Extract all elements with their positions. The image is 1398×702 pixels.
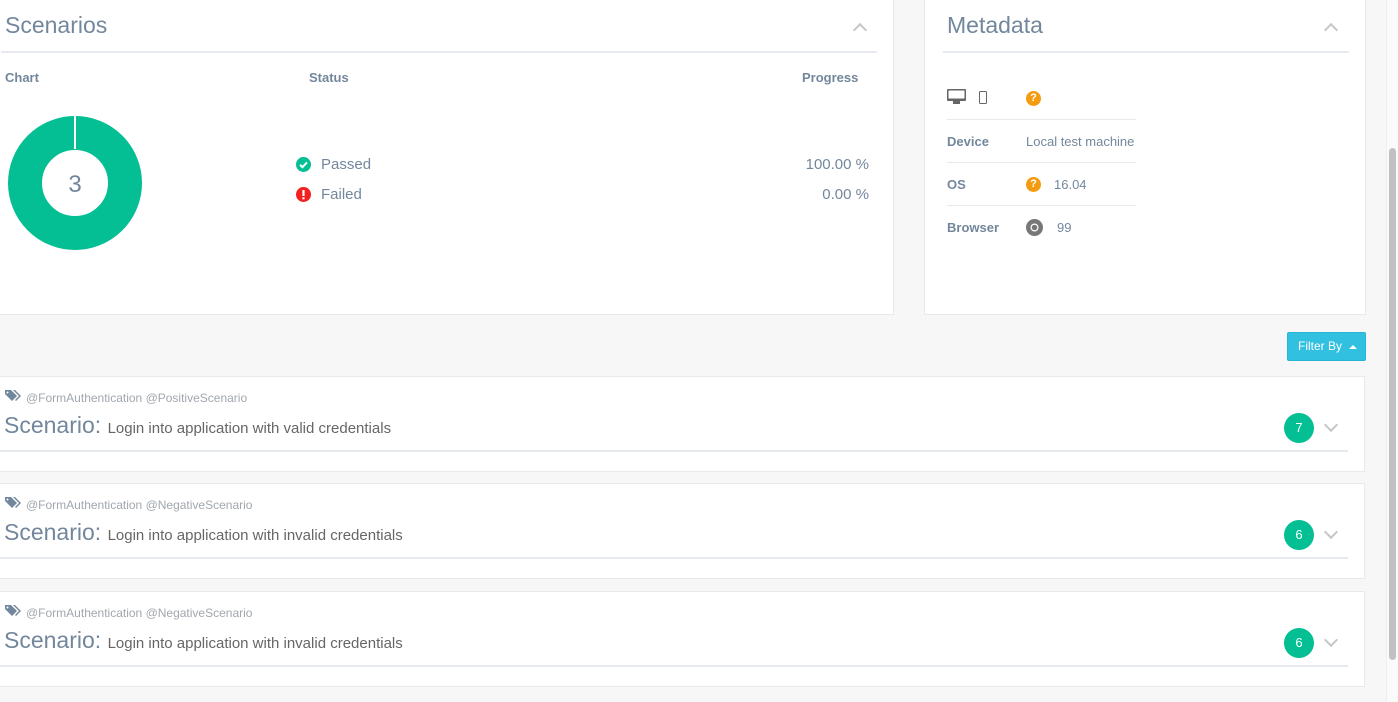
meta-label: Device [947,134,989,149]
scenario-keyword: Scenario: [4,519,102,545]
chrome-icon [1026,219,1043,236]
divider [943,51,1349,53]
question-icon: ? [1026,177,1041,192]
filter-label: Filter By [1298,339,1343,353]
question-icon: ? [1026,91,1041,106]
check-circle-icon [296,157,311,172]
scenario-name: Login into application with invalid cred… [107,527,403,544]
step-count-badge: 7 [1284,413,1314,443]
panel-title: Scenarios [5,12,108,38]
meta-value: Local test machine [1026,134,1135,149]
meta-row-os: OS ? 16.04 [947,162,1136,205]
scenario-name: Login into application with valid creden… [107,420,392,437]
header-status: Status [309,70,349,85]
meta-label: OS [947,177,966,192]
status-passed: Passed [321,156,372,173]
step-count-badge: 6 [1284,520,1314,550]
meta-value: 99 [1057,220,1072,235]
divider [0,665,1348,667]
divider [0,557,1348,559]
step-count-badge: 6 [1284,628,1314,658]
scenario-card[interactable]: @FormAuthentication @NegativeScenario Sc… [0,591,1365,687]
scenario-tags: @FormAuthentication @PositiveScenario [26,391,248,405]
scenario-card[interactable]: @FormAuthentication @NegativeScenario Sc… [0,483,1365,579]
meta-value: 16.04 [1054,177,1087,192]
chart-center-label: 3 [68,171,81,198]
tags-icon [5,497,21,508]
scrollbar-thumb[interactable] [1389,148,1396,660]
expand-icon[interactable] [1323,417,1339,433]
meta-label: Browser [947,220,1000,235]
expand-icon[interactable] [1323,632,1339,648]
header-chart: Chart [5,70,39,85]
exclamation-circle-icon [296,187,311,202]
metadata-panel: Metadata ? Device Local test machine OS … [924,0,1366,315]
tags-icon [5,605,21,616]
mobile-icon [979,91,987,104]
divider [1,51,877,53]
scenario-name: Login into application with invalid cred… [107,635,403,652]
donut-chart: 3 [8,115,142,250]
scenario-title[interactable]: Scenario: Login into application with va… [4,412,391,439]
expand-icon[interactable] [1323,524,1339,540]
meta-row-browser: Browser 99 [947,205,1136,248]
desktop-icon [947,89,966,104]
scenario-title[interactable]: Scenario: Login into application with in… [4,627,403,654]
collapse-icon[interactable] [1323,22,1339,38]
divider [0,450,1348,452]
panel-title: Metadata [947,12,1043,38]
scenario-card[interactable]: @FormAuthentication @PositiveScenario Sc… [0,376,1365,472]
scenario-tags: @FormAuthentication @NegativeScenario [26,498,253,512]
filter-by-button[interactable]: Filter By [1287,332,1366,361]
status-failed: Failed [321,186,362,203]
scrollbar[interactable] [1386,0,1398,702]
header-progress: Progress [802,70,859,85]
tags-icon [5,390,21,401]
progress-failed: 0.00 % [822,186,869,203]
scenario-keyword: Scenario: [4,627,102,653]
caret-up-icon [1349,344,1358,349]
scenario-keyword: Scenario: [4,412,102,438]
scenario-title[interactable]: Scenario: Login into application with in… [4,519,403,546]
collapse-icon[interactable] [852,22,868,38]
scenarios-panel: Scenarios Chart Status Progress 3 Passed… [0,0,894,315]
meta-row-device: Device Local test machine [947,119,1136,162]
scenario-tags: @FormAuthentication @NegativeScenario [26,606,253,620]
progress-passed: 100.00 % [805,156,869,173]
